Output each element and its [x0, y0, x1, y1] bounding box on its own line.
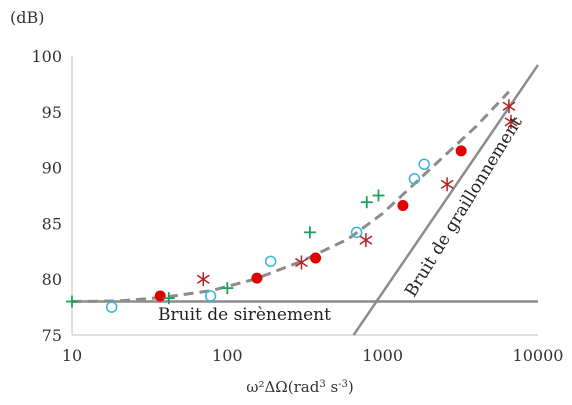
x-label-mid: s [326, 378, 338, 396]
plus-point [162, 292, 175, 305]
filled-circle-point [154, 290, 166, 302]
open-circle-point [408, 173, 421, 185]
x-tick-label: 10000 [513, 346, 564, 365]
x-tick-label: 1000 [362, 346, 403, 365]
filled-circle-point [251, 272, 263, 284]
open-circle-point [418, 158, 430, 171]
star-point [502, 99, 516, 114]
plus-point [303, 226, 316, 239]
open-circle-point [105, 301, 118, 313]
star-d2 [502, 101, 516, 111]
star-d2 [504, 117, 518, 127]
star-point [359, 233, 373, 248]
y-tick-label: 85 [42, 214, 62, 233]
star-d2 [196, 274, 210, 284]
dashed-fit-curve [71, 90, 510, 303]
x-tick-label: 10 [62, 346, 82, 365]
y-tick-label: 75 [42, 326, 62, 345]
x-axis-label: ω²ΔΩ(rad3 s-3) [246, 378, 354, 396]
star-point [295, 255, 308, 270]
y-tick-label: 80 [42, 270, 62, 289]
y-tick-label: 90 [42, 159, 62, 178]
y-tick-label: 100 [31, 47, 62, 66]
y-tick-labels: 75 80 85 90 95 100 [31, 47, 62, 345]
plus-point [66, 295, 78, 308]
x-label-end: ) [348, 378, 354, 396]
filled-circle-point [455, 145, 467, 157]
x-tick-labels: 10 100 1000 10000 [62, 346, 564, 365]
dashed-curve [71, 90, 510, 303]
open-circle-point [204, 290, 217, 302]
plus-point [372, 189, 385, 202]
y-unit-label: (dB) [10, 8, 44, 27]
axes [71, 56, 538, 336]
graillonnement-line [352, 64, 540, 336]
y-tick-label: 95 [42, 103, 62, 122]
star-d2 [359, 235, 373, 245]
x-tick-label: 100 [212, 346, 243, 365]
star-d2 [295, 257, 308, 268]
star-d2 [440, 179, 454, 189]
x-label-sup1: 3 [319, 379, 325, 390]
annotation-graillonnement: Bruit de graillonnement [401, 113, 526, 300]
open-circle-point [264, 255, 277, 268]
filled-circle-point [397, 200, 409, 212]
annotation-sirenement: Bruit de sirènement [158, 305, 331, 325]
star-point [504, 114, 518, 129]
x-label-sup2: -3 [338, 379, 348, 390]
star-point [440, 177, 454, 192]
open-circle-point [350, 226, 363, 239]
plus-point [221, 282, 234, 295]
filled-circle-point [310, 252, 322, 264]
plus-point [360, 196, 373, 209]
x-label-base: ω²ΔΩ(rad [246, 378, 319, 396]
star-point [196, 272, 210, 287]
reference-lines [72, 64, 540, 336]
data-points [66, 99, 518, 313]
